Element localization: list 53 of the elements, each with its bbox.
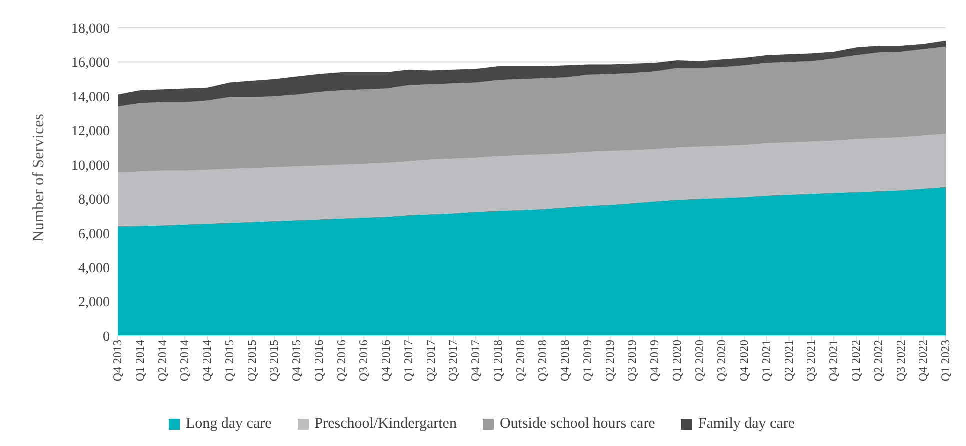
x-tick-label: Q2 2018 (513, 340, 528, 382)
x-tick-label: Q2 2015 (244, 340, 259, 382)
x-tick-label: Q4 2016 (379, 340, 394, 382)
y-tick-label: 18,000 (72, 22, 110, 37)
x-tick-label: Q2 2022 (871, 340, 886, 382)
x-tick-label: Q4 2017 (468, 340, 483, 382)
x-tick-label: Q1 2021 (759, 340, 774, 382)
x-tick-label: Q4 2014 (200, 340, 214, 382)
x-tick-label: Q1 2023 (938, 340, 953, 382)
x-tick-label: Q3 2022 (894, 340, 908, 382)
y-tick-label: 12,000 (72, 124, 110, 140)
x-tick-label: Q2 2021 (782, 340, 796, 382)
x-tick-label: Q4 2015 (290, 340, 304, 382)
x-tick-label: Q3 2017 (446, 340, 460, 382)
x-tick-label: Q1 2015 (222, 340, 236, 382)
x-tick-label: Q1 2017 (401, 340, 416, 382)
y-axis-title: Number of Services (30, 114, 48, 242)
x-tick-label: Q2 2020 (692, 340, 706, 382)
x-tick-label: Q4 2013 (110, 340, 125, 382)
legend-label: Outside school hours care (500, 416, 656, 433)
x-tick-label: Q1 2022 (849, 340, 864, 382)
x-tick-label: Q4 2019 (648, 340, 662, 382)
x-tick-label: Q1 2019 (580, 340, 594, 382)
x-tick-label: Q2 2019 (602, 340, 617, 382)
x-tick-label: Q3 2019 (625, 340, 640, 382)
x-tick-label: Q4 2018 (558, 340, 572, 382)
legend-label: Long day care (186, 416, 272, 433)
y-tick-label: 10,000 (72, 158, 110, 174)
legend-label: Preschool/Kindergarten (314, 416, 457, 433)
y-tick-label: 14,000 (72, 90, 110, 106)
y-tick-label: 8,000 (78, 193, 110, 208)
x-tick-label: Q3 2018 (536, 340, 550, 382)
x-tick-label: Q3 2016 (356, 340, 371, 382)
y-tick-label: 16,000 (72, 56, 110, 72)
x-tick-label: Q4 2020 (737, 340, 752, 382)
x-tick-label: Q3 2021 (804, 340, 818, 382)
y-tick-label: 6,000 (78, 227, 110, 242)
y-tick-label: 2,000 (78, 296, 110, 311)
x-tick-label: Q2 2014 (155, 340, 170, 382)
x-tick-label: Q3 2020 (714, 340, 729, 382)
x-tick-label: Q4 2022 (916, 340, 930, 382)
x-tick-label: Q4 2021 (826, 340, 841, 382)
x-tick-label: Q2 2017 (424, 340, 438, 382)
y-tick-label: 4,000 (78, 262, 110, 277)
x-tick-label: Q1 2018 (490, 340, 505, 382)
x-tick-label: Q3 2015 (267, 340, 282, 382)
x-tick-label: Q3 2014 (178, 340, 192, 382)
y-tick-label: 0 (103, 330, 110, 345)
legend-label: Family day care (698, 416, 795, 433)
x-tick-label: Q1 2020 (670, 340, 684, 382)
x-tick-label: Q1 2016 (312, 340, 326, 382)
x-tick-label: Q1 2014 (132, 340, 147, 382)
x-tick-label: Q2 2016 (334, 340, 348, 382)
